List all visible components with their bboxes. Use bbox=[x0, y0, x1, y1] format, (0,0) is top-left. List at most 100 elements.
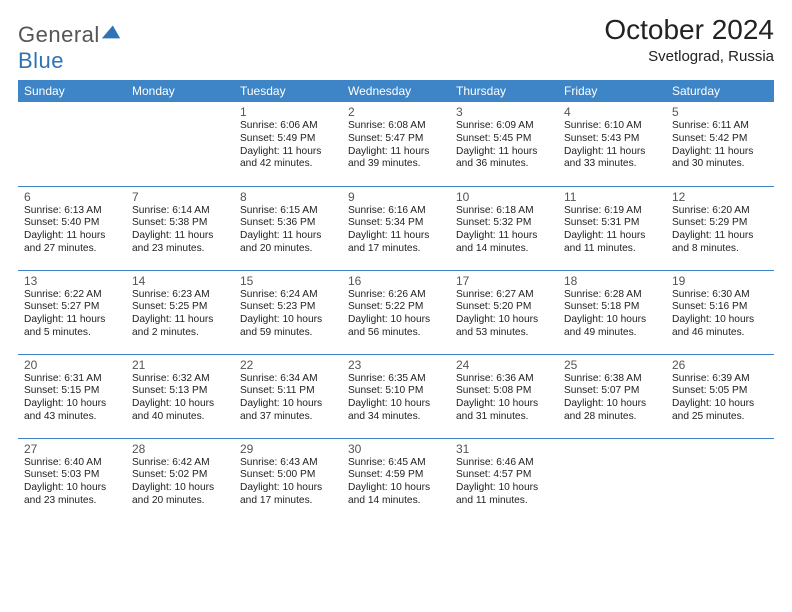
calendar-cell: 14Sunrise: 6:23 AMSunset: 5:25 PMDayligh… bbox=[126, 270, 234, 354]
calendar-cell: 5Sunrise: 6:11 AMSunset: 5:42 PMDaylight… bbox=[666, 102, 774, 186]
calendar-head: SundayMondayTuesdayWednesdayThursdayFrid… bbox=[18, 80, 774, 102]
daylight-line: Daylight: 10 hours and 53 minutes. bbox=[456, 314, 552, 340]
calendar-cell: 24Sunrise: 6:36 AMSunset: 5:08 PMDayligh… bbox=[450, 354, 558, 438]
calendar-cell: 29Sunrise: 6:43 AMSunset: 5:00 PMDayligh… bbox=[234, 438, 342, 522]
calendar-cell: 10Sunrise: 6:18 AMSunset: 5:32 PMDayligh… bbox=[450, 186, 558, 270]
calendar-row: 20Sunrise: 6:31 AMSunset: 5:15 PMDayligh… bbox=[18, 354, 774, 438]
day-number: 17 bbox=[456, 274, 552, 288]
sunset-line: Sunset: 5:36 PM bbox=[240, 217, 336, 230]
sunset-line: Sunset: 5:22 PM bbox=[348, 301, 444, 314]
calendar-cell: 12Sunrise: 6:20 AMSunset: 5:29 PMDayligh… bbox=[666, 186, 774, 270]
weekday-header: Friday bbox=[558, 80, 666, 102]
sunset-line: Sunset: 5:47 PM bbox=[348, 133, 444, 146]
sunset-line: Sunset: 5:05 PM bbox=[672, 385, 768, 398]
sunrise-line: Sunrise: 6:43 AM bbox=[240, 457, 336, 470]
daylight-line: Daylight: 11 hours and 17 minutes. bbox=[348, 230, 444, 256]
day-number: 10 bbox=[456, 190, 552, 204]
calendar-cell: 3Sunrise: 6:09 AMSunset: 5:45 PMDaylight… bbox=[450, 102, 558, 186]
day-number: 31 bbox=[456, 442, 552, 456]
page-title: October 2024 bbox=[604, 14, 774, 46]
sunrise-line: Sunrise: 6:10 AM bbox=[564, 120, 660, 133]
daylight-line: Daylight: 11 hours and 23 minutes. bbox=[132, 230, 228, 256]
sunset-line: Sunset: 5:45 PM bbox=[456, 133, 552, 146]
daylight-line: Daylight: 10 hours and 37 minutes. bbox=[240, 398, 336, 424]
sunrise-line: Sunrise: 6:35 AM bbox=[348, 373, 444, 386]
day-number: 15 bbox=[240, 274, 336, 288]
day-number: 5 bbox=[672, 105, 768, 119]
daylight-line: Daylight: 11 hours and 36 minutes. bbox=[456, 146, 552, 172]
sunrise-line: Sunrise: 6:13 AM bbox=[24, 205, 120, 218]
daylight-line: Daylight: 10 hours and 40 minutes. bbox=[132, 398, 228, 424]
day-number: 9 bbox=[348, 190, 444, 204]
weekday-header: Saturday bbox=[666, 80, 774, 102]
sunset-line: Sunset: 5:29 PM bbox=[672, 217, 768, 230]
page-subtitle: Svetlograd, Russia bbox=[604, 48, 774, 65]
daylight-line: Daylight: 10 hours and 17 minutes. bbox=[240, 482, 336, 508]
weekday-header: Thursday bbox=[450, 80, 558, 102]
calendar-cell: 22Sunrise: 6:34 AMSunset: 5:11 PMDayligh… bbox=[234, 354, 342, 438]
sunrise-line: Sunrise: 6:42 AM bbox=[132, 457, 228, 470]
calendar-row: 6Sunrise: 6:13 AMSunset: 5:40 PM Daylight… bbox=[18, 186, 774, 270]
day-number: 27 bbox=[24, 442, 120, 456]
sunset-line: Sunset: 5:11 PM bbox=[240, 385, 336, 398]
sunrise-line: Sunrise: 6:24 AM bbox=[240, 289, 336, 302]
daylight-line: Daylight: 11 hours and 39 minutes. bbox=[348, 146, 444, 172]
day-number: 22 bbox=[240, 358, 336, 372]
day-number: 4 bbox=[564, 105, 660, 119]
sunrise-line: Sunrise: 6:09 AM bbox=[456, 120, 552, 133]
calendar-cell: 4Sunrise: 6:10 AMSunset: 5:43 PMDaylight… bbox=[558, 102, 666, 186]
day-number: 21 bbox=[132, 358, 228, 372]
day-number: 6 bbox=[24, 190, 120, 204]
calendar-cell: 30Sunrise: 6:45 AMSunset: 4:59 PMDayligh… bbox=[342, 438, 450, 522]
sunrise-line: Sunrise: 6:32 AM bbox=[132, 373, 228, 386]
sunset-line: Sunset: 5:40 PM bbox=[24, 217, 120, 230]
header: GeneralBlue October 2024 Svetlograd, Rus… bbox=[18, 14, 774, 74]
calendar-cell: 17Sunrise: 6:27 AMSunset: 5:20 PMDayligh… bbox=[450, 270, 558, 354]
daylight-line: Daylight: 10 hours and 34 minutes. bbox=[348, 398, 444, 424]
daylight-line: Daylight: 11 hours and 20 minutes. bbox=[240, 230, 336, 256]
sunset-line: Sunset: 5:07 PM bbox=[564, 385, 660, 398]
sunrise-line: Sunrise: 6:15 AM bbox=[240, 205, 336, 218]
calendar-cell: 21Sunrise: 6:32 AMSunset: 5:13 PMDayligh… bbox=[126, 354, 234, 438]
calendar-cell: 18Sunrise: 6:28 AMSunset: 5:18 PMDayligh… bbox=[558, 270, 666, 354]
sunrise-line: Sunrise: 6:36 AM bbox=[456, 373, 552, 386]
daylight-line: Daylight: 11 hours and 8 minutes. bbox=[672, 230, 768, 256]
daylight-line: Daylight: 11 hours and 2 minutes. bbox=[132, 314, 228, 340]
daylight-line: Daylight: 11 hours and 5 minutes. bbox=[24, 314, 120, 340]
daylight-line: Daylight: 10 hours and 11 minutes. bbox=[456, 482, 552, 508]
sunset-line: Sunset: 5:31 PM bbox=[564, 217, 660, 230]
sunset-line: Sunset: 4:59 PM bbox=[348, 469, 444, 482]
day-number: 19 bbox=[672, 274, 768, 288]
logo: GeneralBlue bbox=[18, 14, 122, 74]
sunrise-line: Sunrise: 6:34 AM bbox=[240, 373, 336, 386]
weekday-header: Sunday bbox=[18, 80, 126, 102]
calendar-cell-empty bbox=[126, 102, 234, 186]
calendar-cell: 16Sunrise: 6:26 AMSunset: 5:22 PMDayligh… bbox=[342, 270, 450, 354]
daylight-line: Daylight: 11 hours and 33 minutes. bbox=[564, 146, 660, 172]
day-number: 24 bbox=[456, 358, 552, 372]
day-number: 26 bbox=[672, 358, 768, 372]
day-number: 28 bbox=[132, 442, 228, 456]
daylight-line: Daylight: 10 hours and 46 minutes. bbox=[672, 314, 768, 340]
day-number: 20 bbox=[24, 358, 120, 372]
daylight-line: Daylight: 10 hours and 56 minutes. bbox=[348, 314, 444, 340]
calendar-cell-empty bbox=[558, 438, 666, 522]
day-number: 14 bbox=[132, 274, 228, 288]
sunset-line: Sunset: 5:20 PM bbox=[456, 301, 552, 314]
sunset-line: Sunset: 5:13 PM bbox=[132, 385, 228, 398]
calendar-cell: 26Sunrise: 6:39 AMSunset: 5:05 PMDayligh… bbox=[666, 354, 774, 438]
day-number: 12 bbox=[672, 190, 768, 204]
sunset-line: Sunset: 5:49 PM bbox=[240, 133, 336, 146]
sunset-line: Sunset: 5:32 PM bbox=[456, 217, 552, 230]
daylight-line: Daylight: 10 hours and 25 minutes. bbox=[672, 398, 768, 424]
calendar-cell: 9Sunrise: 6:16 AMSunset: 5:34 PMDaylight… bbox=[342, 186, 450, 270]
sunrise-line: Sunrise: 6:27 AM bbox=[456, 289, 552, 302]
daylight-line: Daylight: 10 hours and 31 minutes. bbox=[456, 398, 552, 424]
calendar-cell: 1Sunrise: 6:06 AMSunset: 5:49 PMDaylight… bbox=[234, 102, 342, 186]
sunset-line: Sunset: 5:23 PM bbox=[240, 301, 336, 314]
day-number: 11 bbox=[564, 190, 660, 204]
daylight-line: Daylight: 10 hours and 20 minutes. bbox=[132, 482, 228, 508]
daylight-line: Daylight: 11 hours and 42 minutes. bbox=[240, 146, 336, 172]
calendar-cell: 20Sunrise: 6:31 AMSunset: 5:15 PMDayligh… bbox=[18, 354, 126, 438]
day-number: 18 bbox=[564, 274, 660, 288]
